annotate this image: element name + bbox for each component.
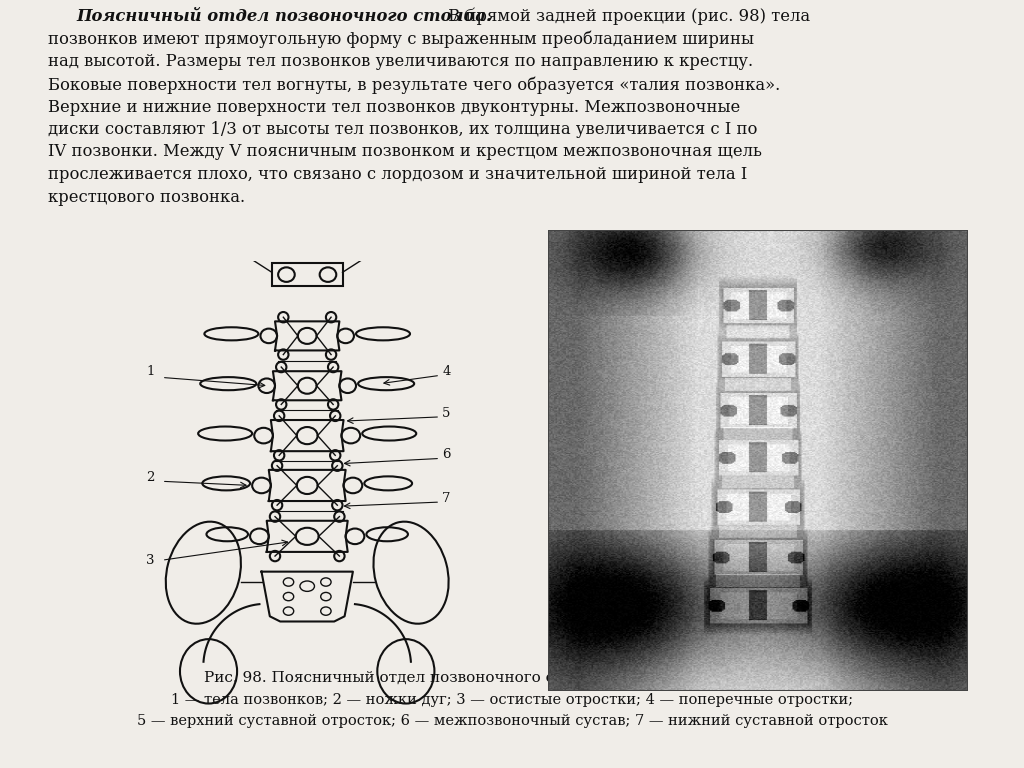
Text: В прямой задней проекции (рис. 98) тела: В прямой задней проекции (рис. 98) тела: [443, 8, 810, 25]
Text: 1 — тела позвонков; 2 — ножки дуг; 3 — остистые отростки; 4 — поперечные отростк: 1 — тела позвонков; 2 — ножки дуг; 3 — о…: [171, 693, 853, 707]
Bar: [272, 263, 342, 286]
Text: прослеживается плохо, что связано с лордозом и значительной шириной тела I: прослеживается плохо, что связано с лорд…: [48, 166, 748, 183]
Text: 2: 2: [146, 472, 155, 485]
Text: 7: 7: [442, 492, 451, 505]
Text: Боковые поверхности тел вогнуты, в результате чего образуется «талия позвонка».: Боковые поверхности тел вогнуты, в резул…: [48, 76, 780, 94]
Text: Поясничный отдел позвоночного столба.: Поясничный отдел позвоночного столба.: [76, 8, 492, 25]
Text: 4: 4: [442, 366, 451, 379]
Text: позвонков имеют прямоугольную форму с выраженным преобладанием ширины: позвонков имеют прямоугольную форму с вы…: [48, 31, 754, 48]
Text: 5: 5: [442, 407, 451, 420]
Text: крестцового позвонка.: крестцового позвонка.: [48, 188, 245, 206]
Text: Верхние и нижние поверхности тел позвонков двуконтурны. Межпозвоночные: Верхние и нижние поверхности тел позвонк…: [48, 98, 740, 115]
Text: 1: 1: [146, 366, 155, 379]
Text: над высотой. Размеры тел позвонков увеличиваются по направлению к крестцу.: над высотой. Размеры тел позвонков увели…: [48, 54, 753, 71]
Text: IV позвонки. Между V поясничным позвонком и крестцом межпозвоночная щель: IV позвонки. Между V поясничным позвонко…: [48, 144, 762, 161]
Text: 3: 3: [146, 554, 155, 568]
Text: Рис. 98. Поясничный отдел позвоночного столба. Прямая задняя проекция:: Рис. 98. Поясничный отдел позвоночного с…: [204, 670, 820, 685]
Text: диски составляют 1/3 от высоты тел позвонков, их толщина увеличивается с I по: диски составляют 1/3 от высоты тел позво…: [48, 121, 758, 138]
Text: 6: 6: [442, 449, 451, 462]
Text: 5 — верхний суставной отросток; 6 — межпозвоночный сустав; 7 — нижний суставной : 5 — верхний суставной отросток; 6 — межп…: [136, 714, 888, 728]
